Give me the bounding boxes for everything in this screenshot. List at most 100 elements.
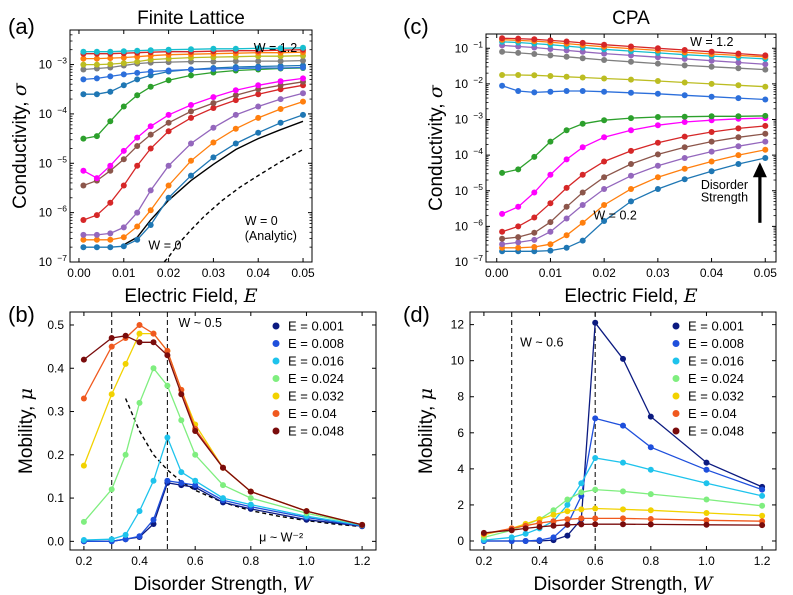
data-point — [563, 203, 570, 210]
data-point — [681, 176, 688, 183]
data-point — [188, 157, 194, 164]
data-point — [277, 78, 284, 85]
y-tick-label: 10 — [39, 156, 53, 170]
legend-label: E = 0.032 — [688, 389, 744, 404]
data-point — [188, 66, 194, 73]
data-point — [255, 65, 262, 71]
data-point — [620, 422, 626, 429]
data-point — [564, 496, 571, 503]
data-point — [762, 52, 769, 59]
data-point — [120, 82, 127, 89]
data-point — [563, 232, 570, 239]
data-point — [647, 444, 654, 451]
y-tick-label: 10 — [39, 206, 53, 220]
data-point — [80, 182, 87, 189]
data-point — [300, 44, 306, 51]
data-point — [708, 158, 715, 165]
data-point — [93, 175, 100, 182]
x-tick-label: 1.0 — [698, 554, 715, 568]
data-point — [277, 58, 284, 65]
data-point — [579, 55, 586, 62]
data-point — [578, 489, 585, 496]
legend-label: E = 0.016 — [288, 354, 344, 369]
data-point — [136, 508, 143, 515]
data-point — [628, 58, 634, 65]
data-point — [277, 106, 284, 112]
x-axis-label-symbol: W — [693, 573, 714, 595]
data-point — [579, 39, 586, 46]
data-point — [93, 55, 100, 62]
data-point — [620, 355, 626, 362]
data-point — [708, 168, 715, 175]
data-point — [620, 488, 626, 495]
data-point — [165, 77, 172, 84]
legend-marker — [272, 357, 280, 365]
data-point — [762, 112, 769, 119]
data-point — [592, 455, 599, 461]
series — [499, 146, 769, 251]
data-point — [165, 194, 172, 201]
data-point — [601, 174, 608, 181]
y-axis-label: Mobility, μ — [415, 388, 437, 474]
data-point — [232, 92, 239, 99]
x-tick-label: 0.03 — [202, 266, 226, 280]
data-point — [515, 35, 522, 42]
series — [499, 130, 769, 242]
data-point — [681, 113, 688, 120]
data-point — [536, 537, 543, 544]
data-point — [762, 138, 769, 145]
series — [80, 90, 306, 238]
data-point — [647, 521, 654, 528]
legend-label: E = 0.001 — [288, 319, 344, 334]
data-point — [647, 507, 654, 514]
data-point — [80, 167, 87, 174]
data-point — [136, 330, 143, 337]
data-point — [735, 59, 742, 66]
y-tick-label: 10 — [455, 255, 469, 269]
data-point — [165, 111, 172, 118]
x-axis-label-symbol: E — [243, 285, 258, 307]
data-point — [108, 391, 115, 398]
legend-label: E = 0.04 — [688, 406, 737, 421]
legend-label: E = 0.024 — [288, 371, 344, 386]
data-point — [150, 477, 157, 484]
data-point — [80, 244, 87, 251]
data-point — [735, 113, 742, 120]
data-point — [120, 103, 127, 110]
data-point — [122, 531, 129, 538]
x-axis-label-text: Electric Field, — [124, 286, 243, 307]
data-point — [547, 37, 554, 44]
y-tick-exponent: −1 — [473, 39, 483, 49]
series — [499, 42, 769, 68]
legend-marker — [672, 427, 680, 435]
data-point — [703, 521, 710, 528]
y-tick-exponent: −5 — [473, 182, 483, 192]
data-point — [255, 45, 262, 52]
data-point — [531, 36, 538, 43]
data-point — [108, 335, 115, 341]
data-point — [759, 512, 766, 519]
data-point — [232, 140, 239, 147]
y-tick-exponent: −7 — [473, 253, 483, 263]
y-tick-label: 0 — [457, 534, 464, 548]
data-point — [579, 171, 586, 178]
annotation: W = 0 — [148, 239, 181, 253]
data-point — [708, 57, 715, 64]
data-point — [303, 508, 310, 515]
data-point — [550, 507, 557, 514]
series — [499, 48, 769, 73]
data-point — [134, 223, 141, 230]
data-point — [147, 222, 154, 228]
data-point — [232, 97, 239, 104]
data-point — [628, 198, 634, 205]
data-point — [762, 66, 769, 73]
data-point — [300, 64, 306, 71]
annotation: (Analytic) — [245, 229, 297, 243]
data-point — [563, 127, 570, 134]
x-tick-label: 0.4 — [531, 554, 548, 568]
data-point — [80, 91, 87, 98]
data-point — [210, 66, 217, 72]
legend-label: E = 0.032 — [288, 389, 344, 404]
data-point — [762, 61, 769, 68]
